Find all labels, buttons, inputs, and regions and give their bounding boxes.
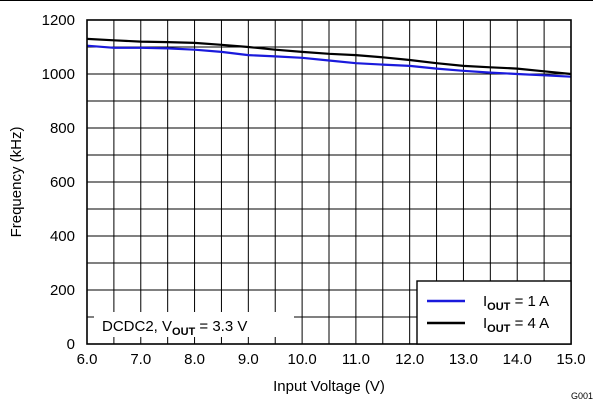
plot-frame (86, 19, 572, 345)
y-tick-labels: 0 200 400 600 800 1000 1200 (42, 12, 75, 353)
condition-annotation: DCDC2, VOUT = 3.3 V (94, 312, 294, 338)
y-tick-label: 600 (50, 174, 75, 191)
annotation-text: DCDC2, VOUT = 3.3 V (102, 318, 247, 338)
x-tick-labels: 6.0 7.0 8.0 9.0 10.0 11.0 12.0 13.0 14.0 15.0 (77, 351, 586, 368)
x-tick-label: 7.0 (130, 351, 151, 368)
series-line-iout-1a (86, 44, 572, 78)
series-line-iout-4a (86, 37, 572, 76)
x-tick-label: 10.0 (288, 351, 317, 368)
y-tick-label: 1200 (42, 12, 75, 29)
series-layer (86, 37, 572, 78)
x-tick-label: 14.0 (503, 351, 532, 368)
y-tick-label: 0 (67, 336, 75, 353)
x-tick-label: 8.0 (184, 351, 205, 368)
figure-id: G001 (571, 391, 593, 401)
x-tick-label: 12.0 (395, 351, 424, 368)
x-tick-label: 11.0 (342, 351, 370, 368)
x-axis-label: Input Voltage (V) (273, 378, 385, 395)
y-tick-label: 1000 (42, 66, 75, 83)
y-tick-label: 400 (50, 228, 75, 245)
annotation-box (94, 312, 294, 337)
y-axis-label: Frequency (kHz) (8, 127, 25, 238)
x-tick-label: 9.0 (238, 351, 259, 368)
legend-label-iout-4a: IOUT = 4 A (483, 315, 549, 335)
y-tick-label: 800 (50, 120, 75, 137)
x-tick-label: 6.0 (77, 351, 98, 368)
x-tick-label: 13.0 (449, 351, 478, 368)
x-tick-label: 15.0 (556, 351, 585, 368)
legend: IOUT = 1 A IOUT = 4 A (416, 280, 572, 345)
legend-box (416, 280, 572, 345)
legend-label-iout-1a: IOUT = 1 A (483, 293, 549, 313)
y-tick-label: 200 (50, 282, 75, 299)
